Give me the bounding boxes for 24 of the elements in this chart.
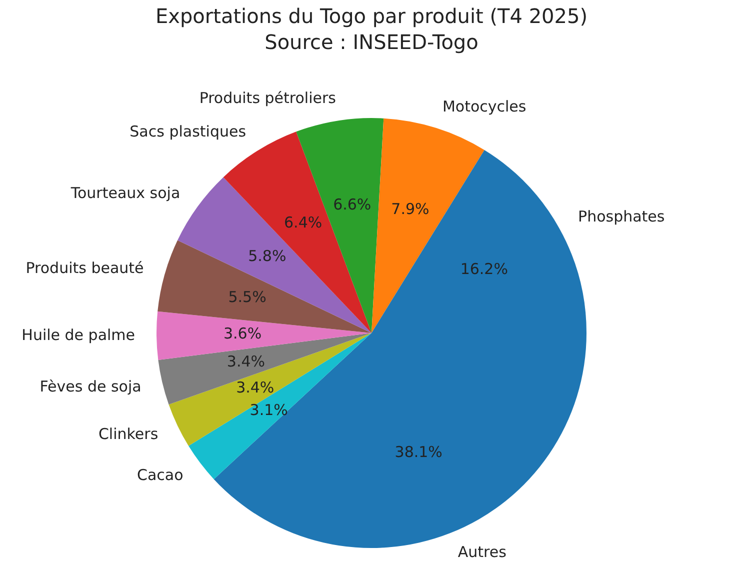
data-label: 3.6%: [223, 324, 262, 343]
data-label: 5.5%: [228, 288, 266, 306]
data-label: 3.4%: [226, 352, 266, 371]
data-label: 7.9%: [391, 200, 430, 218]
data-label: 3.1%: [250, 400, 288, 419]
slice-label: Huile de palme: [22, 326, 136, 344]
slice-label: Autres: [458, 543, 507, 562]
data-label: 5.8%: [248, 247, 286, 266]
slice-label: Motocycles: [442, 97, 526, 116]
slice-label: Clinkers: [98, 424, 158, 443]
data-label: 38.1%: [394, 442, 442, 461]
slice-label: Fèves de soja: [40, 377, 142, 396]
data-label: 16.2%: [460, 260, 508, 278]
data-label: 6.4%: [284, 214, 322, 232]
slice-label: Produits pétroliers: [199, 89, 336, 108]
data-label: 3.4%: [236, 378, 274, 397]
chart-subtitle: Source : INSEED-Togo: [264, 30, 478, 54]
chart-title: Exportations du Togo par produit (T4 2025): [155, 4, 588, 28]
slice-label: Tourteaux soja: [70, 184, 180, 202]
slice-label: Sacs plastiques: [130, 122, 246, 140]
slice-label: Phosphates: [578, 208, 665, 226]
slice-label: Cacao: [136, 466, 184, 484]
slice-label: Produits beauté: [26, 259, 144, 278]
data-label: 6.6%: [333, 195, 372, 214]
